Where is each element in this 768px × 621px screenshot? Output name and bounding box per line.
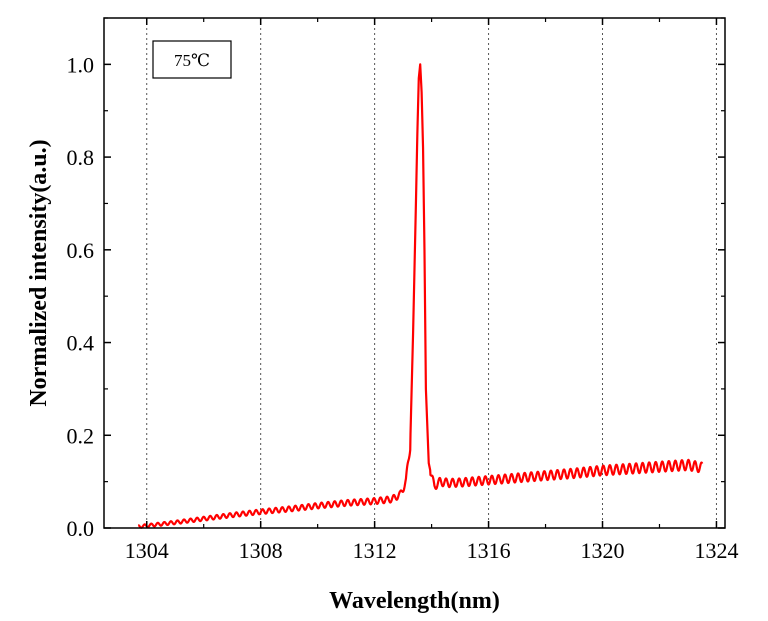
x-axis-title: Wavelength(nm) [329, 588, 500, 614]
y-axis-title: Normalized intensity(a.u.) [26, 139, 52, 406]
y-tick-label: 0.4 [67, 331, 95, 356]
y-tick-label: 0.6 [67, 238, 95, 263]
y-tick-label: 1.0 [67, 52, 95, 77]
x-tick-label: 1304 [125, 538, 169, 563]
y-tick-label: 0.2 [67, 423, 95, 448]
spectrum-line [137, 63, 704, 529]
x-tick-label: 1308 [239, 538, 283, 563]
y-tick-label: 0.0 [67, 516, 95, 541]
x-tick-label: 1316 [467, 538, 511, 563]
x-tick-label: 1324 [694, 538, 738, 563]
y-tick-label: 0.8 [67, 145, 95, 170]
temperature-label: 75℃ [174, 51, 210, 70]
grid-lines [146, 18, 717, 528]
annotation-frame [152, 40, 232, 79]
x-tick-label: 1312 [353, 538, 397, 563]
x-tick-label: 1320 [581, 538, 625, 563]
plot-frame [103, 17, 726, 529]
tick-layer: 1304 1308 1312 1316 1320 1324 0.0 0.2 0.4 0.6 0.8 1… [67, 17, 738, 563]
series-layer [137, 63, 704, 529]
annotation-box: 75℃ [152, 40, 232, 79]
